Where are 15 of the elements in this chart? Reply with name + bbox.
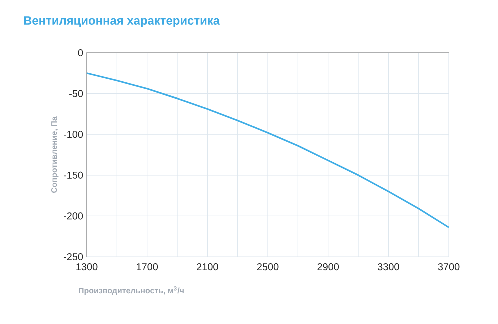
line-series [86, 72, 450, 228]
y-tick-label: -50 [70, 90, 84, 98]
x-tick-label: 3700 [438, 264, 460, 271]
chart-title: Вентиляционная характеристика [24, 16, 220, 28]
y-tick-label: 0 [78, 49, 84, 57]
x-tick-label: 2900 [318, 264, 340, 271]
y-tick-label: -100 [64, 131, 84, 138]
x-tick-label: 2500 [257, 264, 279, 271]
x-tick-label: 1300 [76, 264, 98, 271]
x-tick-label: 3300 [378, 264, 400, 271]
x-tick-label: 1700 [137, 264, 158, 271]
x-tick-label: 2100 [197, 264, 218, 271]
y-tick-label: -250 [64, 253, 84, 261]
y-tick-label: -200 [64, 212, 84, 220]
y-tick-label: -150 [64, 172, 84, 179]
